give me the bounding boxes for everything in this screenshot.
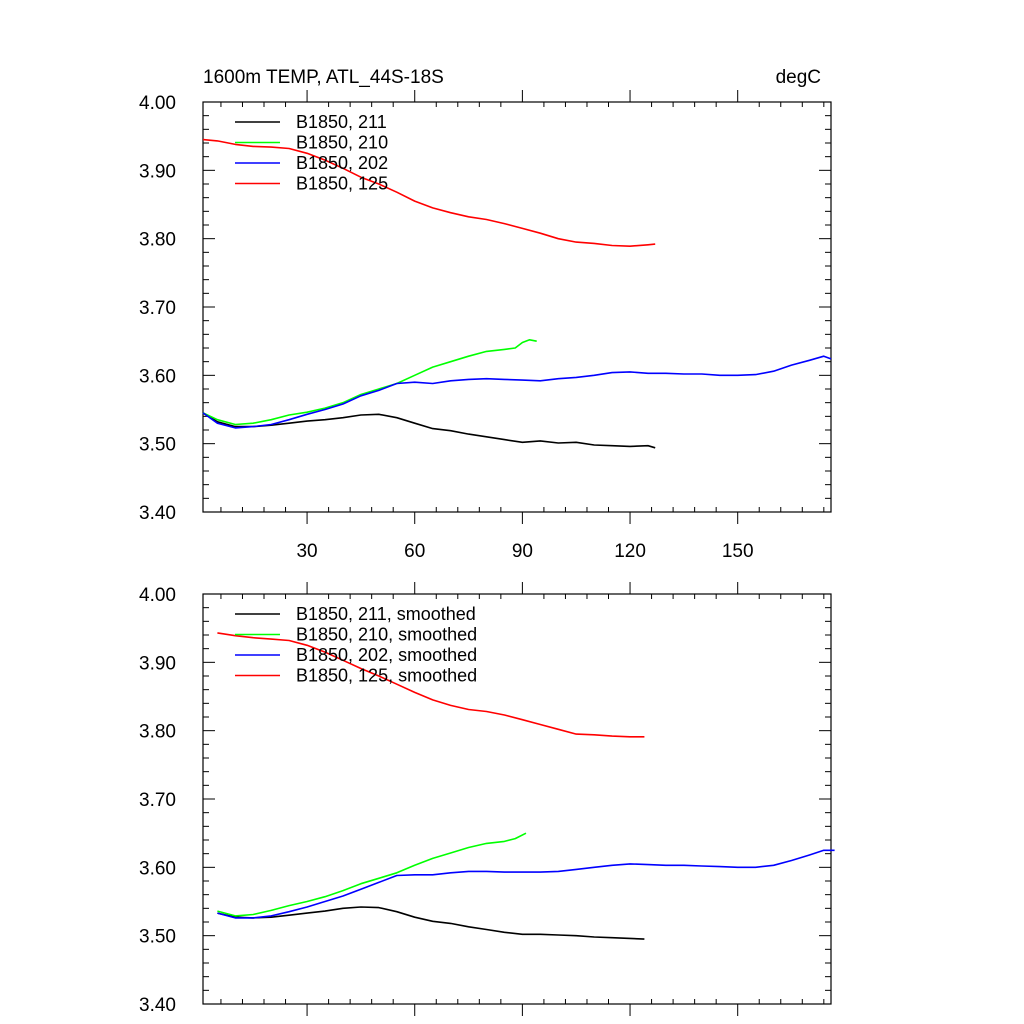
series-line-0: [202, 412, 656, 449]
series-line-2: [202, 355, 832, 429]
legend-label: B1850, 125: [296, 174, 388, 194]
y-tick-label: 3.60: [139, 366, 176, 387]
series-line-3: [202, 138, 656, 247]
x-tick-label: 150: [722, 541, 754, 562]
panel-raw: 30 60 90 120 150 3.40 3.50 3.60 3.70 3.80 3.90 4.00…: [139, 90, 832, 562]
panel-smoothed: 3.40 3.50 3.60 3.70 3.80 3.90 4.00 B1850, 211, …: [139, 582, 835, 1016]
y-tick-label: 3.40: [139, 995, 176, 1016]
x-tick-label: 60: [404, 541, 425, 562]
series-line-1: [217, 832, 527, 917]
legend-label: B1850, 210, smoothed: [296, 625, 477, 645]
y-tick-label: 3.40: [139, 503, 176, 524]
y-tick-label: 3.80: [139, 230, 176, 251]
series-line-0: [217, 906, 645, 940]
y-tick-label: 3.90: [139, 161, 176, 182]
y-tick-label: 3.50: [139, 927, 176, 948]
legend-label: B1850, 125, smoothed: [296, 666, 477, 686]
y-tick-label: 4.00: [139, 93, 176, 114]
x-tick-label: 90: [512, 541, 533, 562]
y-tick-label: 3.90: [139, 653, 176, 674]
legend-label: B1850, 202, smoothed: [296, 645, 477, 665]
units-label: degC: [776, 67, 821, 88]
legend-label: B1850, 211: [296, 112, 387, 132]
x-tick-label: 120: [614, 541, 646, 562]
chart-title: 1600m TEMP, ATL_44S-18S: [203, 67, 444, 88]
y-tick-label: 3.70: [139, 298, 176, 319]
y-tick-label: 3.60: [139, 858, 176, 879]
y-tick-label: 4.00: [139, 585, 176, 606]
legend-label: B1850, 211, smoothed: [296, 604, 476, 624]
legend-label: B1850, 202: [296, 153, 388, 173]
y-tick-label: 3.50: [139, 435, 176, 456]
x-tick-label: 30: [296, 541, 317, 562]
legend-label: B1850, 210: [296, 133, 388, 153]
y-tick-label: 3.70: [139, 790, 176, 811]
y-tick-label: 3.80: [139, 722, 176, 743]
series-line-3: [217, 632, 645, 738]
series-line-2: [217, 849, 835, 919]
